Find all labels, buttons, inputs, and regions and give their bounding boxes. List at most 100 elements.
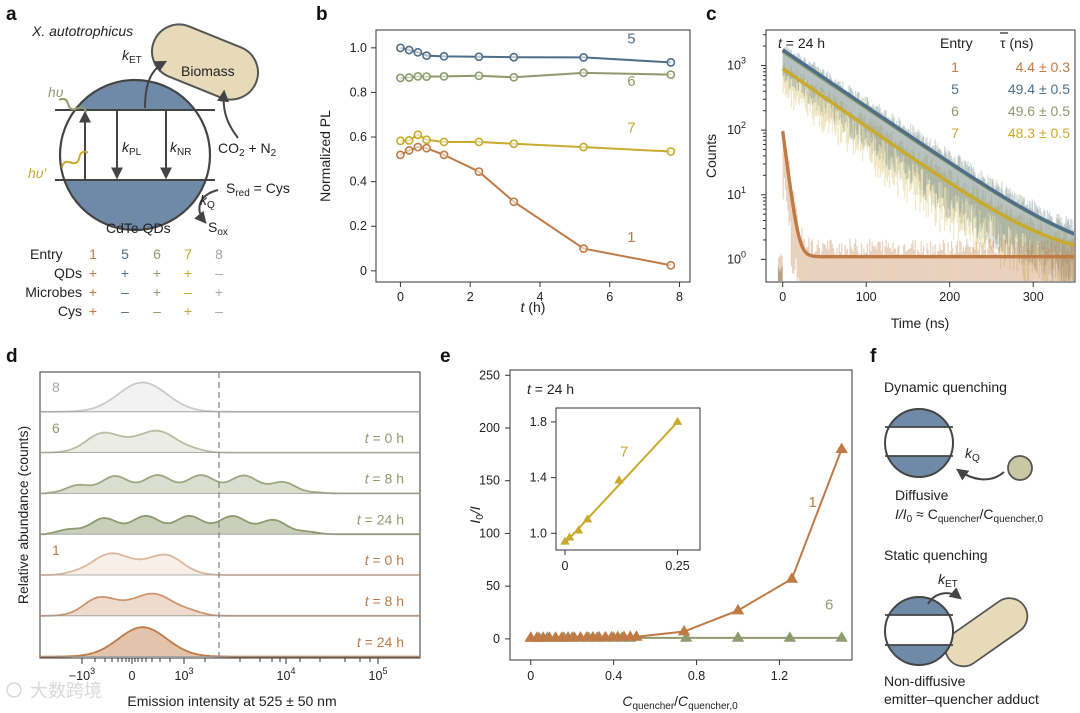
- x-tick-label: 200: [939, 290, 960, 304]
- legend-entry-7: 7: [951, 125, 959, 141]
- panel-f-letter: f: [870, 346, 877, 367]
- data-point: [422, 143, 431, 153]
- data-point: [579, 142, 588, 152]
- data-point: [396, 43, 405, 53]
- y-tick-label: 100: [479, 526, 500, 540]
- panel-c-legend-entry-header: Entry: [940, 35, 973, 51]
- dynamic-kq-label: kQ: [965, 445, 980, 464]
- data-point: [630, 630, 643, 641]
- x-tick-label: 0.8: [688, 669, 705, 683]
- x-tick-label: 100: [856, 290, 877, 304]
- y-tick-label: 50: [486, 579, 500, 593]
- panel-b-frame: [375, 29, 691, 283]
- data-point: [404, 135, 414, 145]
- row-time-label: t = 8 h: [365, 471, 404, 487]
- data-point: [404, 45, 414, 55]
- data-point: [579, 68, 588, 78]
- histogram-fill: [40, 382, 420, 412]
- data-point: [474, 167, 484, 177]
- data-point: [413, 71, 423, 81]
- fit-line-5: [781, 48, 1074, 236]
- inset-data-point: [564, 532, 575, 541]
- table-rows: QDs + + + + – Microbes + – + – + Cys + – – + –: [25, 265, 223, 319]
- panel-e-frame: [509, 369, 853, 661]
- microbe-capsule: [151, 23, 259, 101]
- table-cell: +: [215, 284, 223, 300]
- histogram-fill: [40, 553, 420, 575]
- data-point: [422, 51, 431, 61]
- legend-entry-6: 6: [951, 103, 959, 119]
- x-tick-label: 104: [277, 666, 296, 683]
- x-tick-label: 105: [369, 666, 388, 683]
- inset-x-tick-label: 0.25: [665, 559, 689, 573]
- table-cell: –: [215, 265, 223, 281]
- panel-d: d 8 6 t = 0 h t = 8 h t = 24 h 1 t = 0 h t = 8 …: [6, 346, 421, 709]
- diffusive-label: Diffusive: [895, 487, 949, 503]
- x-tick-label: 6: [606, 290, 613, 304]
- table-entry-6: 6: [153, 246, 161, 262]
- stern-volmer-relation: I/I0 ≈ Cquencher/Cquencher,0: [895, 506, 1043, 525]
- panel-c-fits: [781, 48, 1074, 259]
- quencher-molecule-icon: [1007, 455, 1033, 481]
- data-point: [783, 631, 796, 642]
- panel-a-letter: a: [6, 4, 17, 25]
- row-entry-label: 6: [52, 420, 60, 436]
- nondiffusive-label: Non-diffusive: [884, 673, 966, 689]
- legend-tau-1: 4.4 ± 0.3: [1016, 59, 1071, 75]
- x-tick-label: 0: [129, 669, 136, 683]
- panel-d-frame: [39, 371, 421, 659]
- histogram-row: 1 t = 0 h: [40, 542, 420, 576]
- inset-y-tick-label: 1.8: [530, 415, 547, 429]
- x-tick-label: 1.2: [771, 669, 788, 683]
- x-tick-label: 0: [779, 290, 786, 304]
- panel-b-letter: b: [316, 4, 328, 25]
- panel-d-xlabel: Emission intensity at 525 ± 50 nm: [127, 693, 336, 709]
- panel-d-ylabel: Relative abundance (counts): [15, 426, 31, 604]
- k-pl-label: kPL: [122, 139, 142, 158]
- data-point: [509, 197, 519, 207]
- data-point: [680, 631, 693, 642]
- inset-data-point: [672, 416, 683, 425]
- data-point: [666, 57, 676, 67]
- data-point: [474, 71, 484, 81]
- sox-label: Sox: [208, 219, 228, 238]
- x-tick-label: 103: [175, 666, 194, 683]
- table-cell: –: [184, 284, 192, 300]
- panel-e-series: 16: [524, 442, 848, 642]
- table-row-label: QDs: [54, 265, 82, 281]
- entry-table: Entry 1 5 6 7 8 QDs + + + + – Microbes + – + – + Cys + – – +…: [25, 246, 223, 319]
- y-tick-label: 0.4: [350, 175, 367, 189]
- series-label-6: 6: [627, 73, 635, 90]
- panel-b-ylabel: Normalized PL: [317, 110, 333, 202]
- panel-b-xlabel: t (h): [521, 299, 546, 315]
- x-tick-label: 300: [1023, 290, 1044, 304]
- panel-a: a X. autotrophicus Biomass kPL kNR kET: [6, 4, 290, 319]
- row-time-label: t = 0 h: [365, 430, 404, 446]
- y-tick-label: 200: [479, 421, 500, 435]
- static-qd-icon: [884, 596, 954, 666]
- k-et-label: kET: [122, 47, 142, 66]
- series-line-1: [399, 146, 671, 267]
- data-point: [666, 70, 676, 80]
- x-tick-label: 0: [397, 290, 404, 304]
- kq-arrow: [194, 189, 219, 224]
- data-point: [422, 72, 431, 82]
- x-tick-label: 0.4: [605, 669, 622, 683]
- panel-c-legend-tau-header: τ (ns): [1000, 35, 1034, 51]
- data-point: [474, 52, 484, 62]
- data-point: [666, 147, 676, 156]
- legend-tau-6: 49.6 ± 0.5: [1008, 103, 1070, 119]
- inset-y-tick-label: 1.0: [530, 526, 547, 540]
- dynamic-title: Dynamic quenching: [884, 379, 1007, 395]
- table-entry-1: 1: [89, 246, 97, 262]
- table-cell: +: [153, 284, 161, 300]
- fit-line-7: [781, 67, 1074, 247]
- table-entry-8: 8: [215, 246, 223, 262]
- inset-x-tick-label: 0: [562, 559, 569, 573]
- y-tick-label: 0.6: [350, 130, 367, 144]
- panel-c-annotation: t = 24 h: [778, 35, 825, 51]
- data-point: [396, 136, 405, 146]
- table-cell: –: [153, 303, 161, 319]
